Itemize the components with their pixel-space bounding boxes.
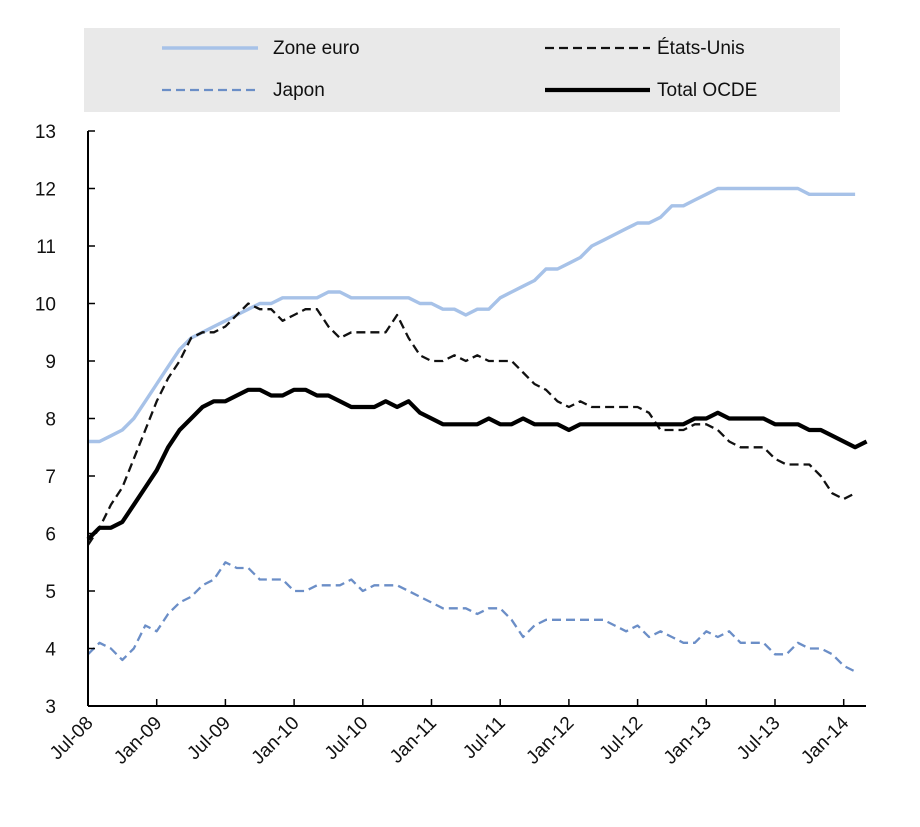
- x-tick-label: Jan-13: [660, 713, 716, 769]
- x-tick-label: Jul-11: [459, 713, 509, 763]
- y-tick-label: 10: [35, 295, 56, 316]
- legend-label-total-ocde: Total OCDE: [657, 80, 757, 101]
- x-tick-label: Jul-09: [183, 713, 234, 764]
- x-tick-label: Jan-14: [797, 712, 853, 768]
- y-tick-label: 8: [45, 410, 56, 431]
- x-tick-label: Jan-12: [522, 713, 578, 769]
- y-tick-label: 7: [45, 467, 56, 488]
- x-tick-label: Jan-11: [386, 713, 441, 768]
- legend-box: [84, 28, 840, 112]
- y-tick-label: 13: [35, 122, 56, 143]
- legend-label-etats-unis: États-Unis: [657, 38, 745, 59]
- y-tick-label: 11: [36, 237, 56, 258]
- series-line-etats-unis: [87, 302, 856, 546]
- series-line-zone-euro: [88, 186, 856, 444]
- x-tick-label: Jan-09: [110, 713, 166, 769]
- x-tick-label: Jul-12: [596, 713, 647, 764]
- y-tick-label: 5: [45, 582, 56, 603]
- series-line-japon: [87, 561, 856, 673]
- y-tick-label: 6: [45, 525, 56, 546]
- y-tick-label: 4: [45, 640, 56, 661]
- legend: Zone euro États-Unis Japon Total OCDE: [162, 38, 757, 101]
- x-tick-label: Jul-10: [321, 713, 372, 764]
- x-ticks: Jul-08 Jan-09 Jul-09 Jan-10 Jul-10 Jan-11 Jul-…: [46, 699, 854, 769]
- x-tick-label: Jan-10: [248, 713, 304, 769]
- y-tick-label: 12: [35, 180, 56, 201]
- legend-label-japon: Japon: [273, 80, 325, 101]
- legend-label-zone-euro: Zone euro: [273, 38, 360, 59]
- series-lines: [86, 186, 868, 673]
- y-tick-label: 9: [45, 352, 56, 373]
- y-ticks: 3 4 5 6 7 8 9 10 11 12 13: [35, 122, 95, 718]
- series-line-total-ocde: [86, 387, 868, 541]
- y-tick-label: 3: [45, 697, 56, 718]
- x-tick-label: Jul-08: [46, 713, 97, 764]
- x-tick-label: Jul-13: [733, 713, 784, 764]
